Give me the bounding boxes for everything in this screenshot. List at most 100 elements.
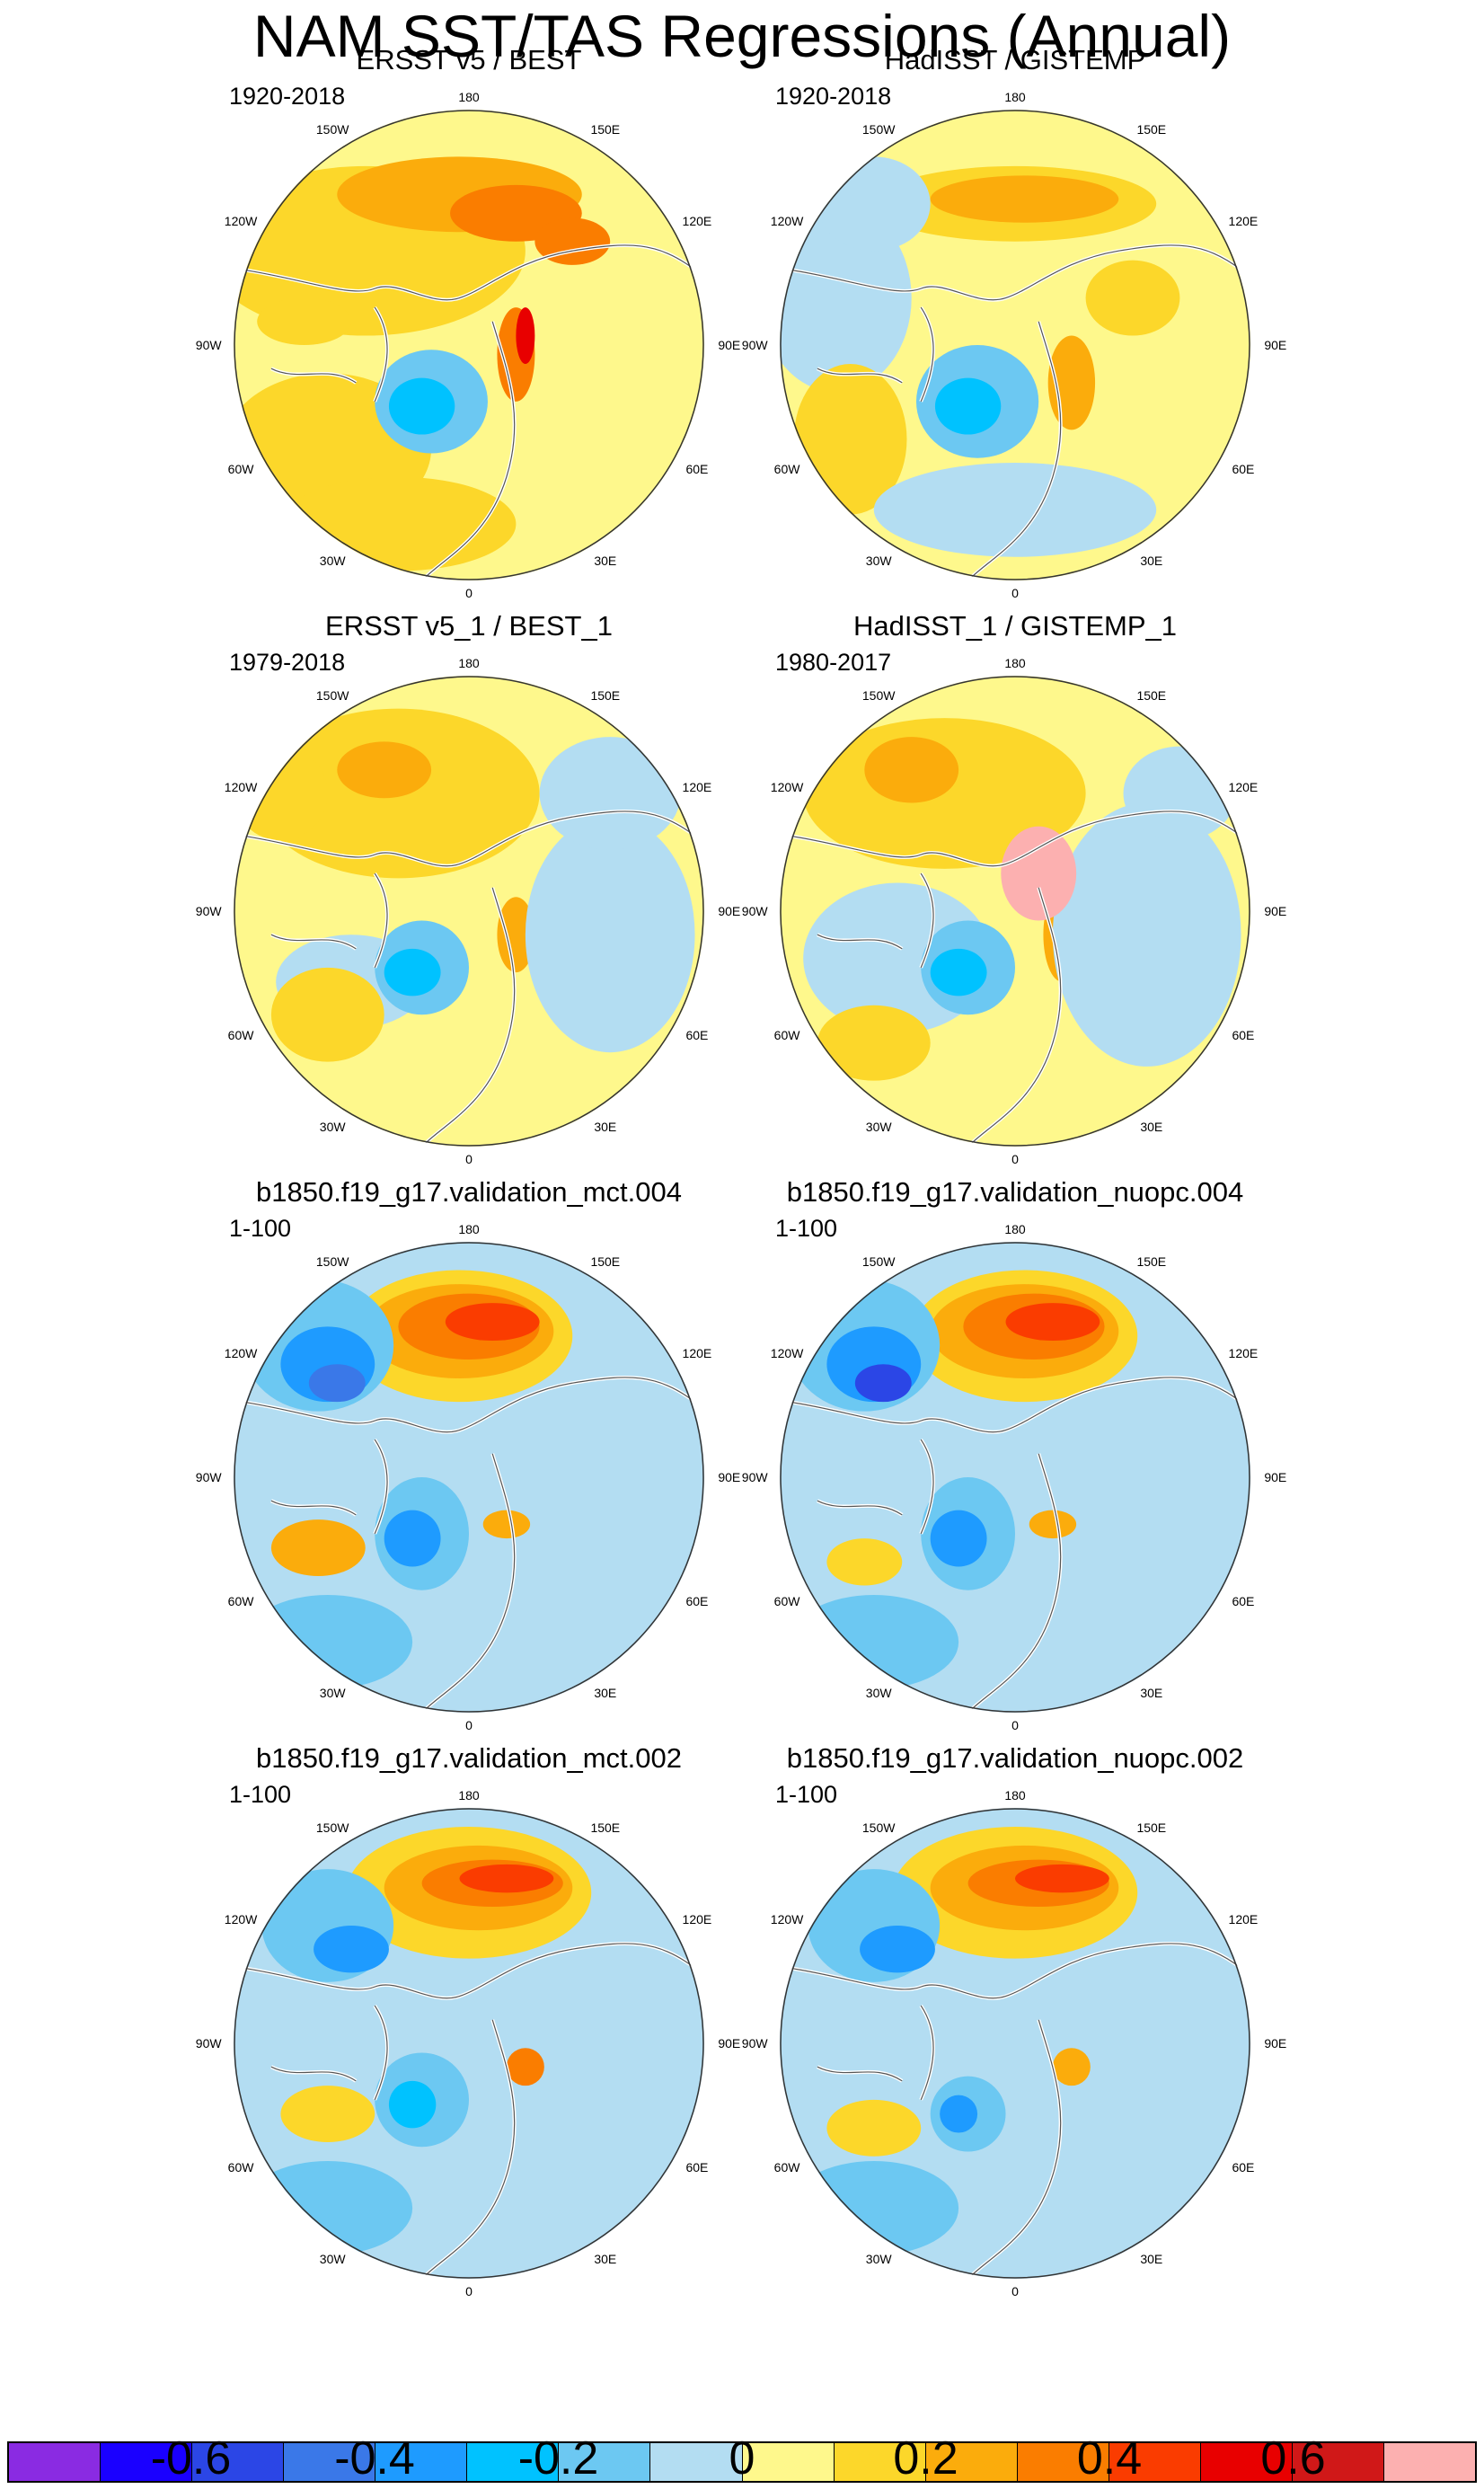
colorbar bbox=[7, 2441, 1477, 2483]
longitude-label: 30W bbox=[865, 1686, 892, 1701]
contour-region bbox=[243, 1595, 413, 1689]
longitude-label: 0 bbox=[465, 1718, 473, 1732]
panel-period: 1920-2018 bbox=[775, 83, 892, 110]
contour-region bbox=[388, 2080, 437, 2129]
longitude-label: 120E bbox=[682, 1912, 712, 1927]
coastline bbox=[243, 244, 695, 580]
map-boundary bbox=[780, 676, 1250, 1147]
contour-region bbox=[1029, 1510, 1077, 1539]
colorbar-swatch bbox=[284, 2443, 376, 2481]
contour-region bbox=[539, 737, 681, 850]
contour-region bbox=[243, 2161, 413, 2255]
contour-region bbox=[1005, 1303, 1100, 1342]
longitude-label: 60W bbox=[227, 1594, 254, 1608]
colorbar-swatch bbox=[9, 2443, 102, 2481]
longitude-label: 150W bbox=[861, 1820, 896, 1835]
longitude-label: 120E bbox=[682, 780, 712, 794]
colorbar-tick-label: 0.4 bbox=[1076, 2432, 1143, 2485]
longitude-label: 60W bbox=[227, 2160, 254, 2175]
polar-map bbox=[234, 676, 704, 1147]
longitude-label: 30W bbox=[319, 2252, 346, 2267]
longitude-label: 30E bbox=[594, 1686, 617, 1701]
longitude-label: 30E bbox=[1140, 1120, 1163, 1135]
colorbar-swatch bbox=[1109, 2443, 1201, 2481]
map-boundary bbox=[780, 110, 1250, 580]
longitude-label: 0 bbox=[465, 2284, 473, 2299]
contour-region bbox=[934, 377, 1002, 435]
contour-region bbox=[826, 1538, 903, 1586]
panel-period: 1979-2018 bbox=[229, 649, 346, 676]
panel-period: 1-100 bbox=[229, 1781, 292, 1808]
longitude-label: 90W bbox=[741, 904, 768, 918]
longitude-label: 0 bbox=[1011, 1718, 1019, 1732]
longitude-label: 90W bbox=[195, 904, 222, 918]
contour-region bbox=[445, 1303, 540, 1342]
colorbar-swatch bbox=[925, 2443, 1018, 2481]
contour-region bbox=[497, 897, 535, 973]
longitude-label: 90W bbox=[741, 1470, 768, 1484]
longitude-label: 120W bbox=[224, 1912, 258, 1927]
panel-title: HadISST / GISTEMP bbox=[884, 44, 1146, 75]
longitude-label: 120E bbox=[1228, 1912, 1259, 1927]
polar-map bbox=[234, 110, 704, 580]
contour-region bbox=[1123, 746, 1237, 841]
contour-region bbox=[1015, 1864, 1109, 1893]
colorbar-swatch bbox=[375, 2443, 468, 2481]
longitude-label: 30W bbox=[319, 1686, 346, 1701]
colorbar-swatch bbox=[559, 2443, 651, 2481]
colorbar-tick-label: 0.2 bbox=[893, 2432, 958, 2485]
map-boundary bbox=[234, 676, 704, 1147]
map-boundary bbox=[234, 1808, 704, 2279]
colorbar-swatch bbox=[834, 2443, 926, 2481]
contour-region bbox=[388, 377, 455, 435]
colorbar-swatch bbox=[1383, 2443, 1475, 2481]
longitude-label: 30E bbox=[1140, 2252, 1163, 2267]
longitude-label: 90E bbox=[1264, 1470, 1287, 1484]
coastline bbox=[789, 244, 1241, 580]
contour-region bbox=[459, 1864, 554, 1893]
longitude-label: 120E bbox=[1228, 1346, 1259, 1360]
longitude-label: 120W bbox=[770, 1912, 804, 1927]
panel-title: b1850.f19_g17.validation_nuopc.002 bbox=[786, 1742, 1244, 1774]
colorbar-tick-label: -0.6 bbox=[150, 2432, 232, 2485]
longitude-label: 90E bbox=[718, 2036, 741, 2051]
contour-region bbox=[1001, 260, 1077, 336]
longitude-label: 60W bbox=[773, 1028, 800, 1042]
contour-region bbox=[793, 363, 907, 515]
longitude-label: 30W bbox=[865, 1120, 892, 1135]
contour-region bbox=[506, 2048, 544, 2086]
colorbar-swatch bbox=[1017, 2443, 1109, 2481]
longitude-label: 150E bbox=[1136, 1820, 1167, 1835]
longitude-label: 90E bbox=[1264, 338, 1287, 352]
longitude-label: 180 bbox=[458, 656, 480, 670]
contour-region bbox=[308, 1364, 366, 1403]
panel-title: b1850.f19_g17.validation_mct.004 bbox=[256, 1176, 682, 1208]
contour-region bbox=[384, 1510, 441, 1567]
longitude-label: 180 bbox=[458, 1222, 480, 1236]
longitude-label: 90W bbox=[195, 1470, 222, 1484]
panel-title: b1850.f19_g17.validation_mct.002 bbox=[256, 1742, 682, 1774]
longitude-label: 60W bbox=[227, 462, 254, 476]
coastline bbox=[243, 1943, 695, 2279]
longitude-label: 0 bbox=[1011, 1152, 1019, 1166]
longitude-label: 120E bbox=[682, 1346, 712, 1360]
contour-region bbox=[930, 1510, 987, 1567]
longitude-label: 150W bbox=[315, 1820, 349, 1835]
polar-map bbox=[780, 1242, 1250, 1713]
longitude-label: 150W bbox=[861, 1253, 896, 1269]
longitude-label: 150W bbox=[315, 687, 349, 703]
longitude-label: 180 bbox=[1004, 656, 1026, 670]
contour-region bbox=[384, 948, 441, 996]
map-boundary bbox=[780, 1242, 1250, 1713]
longitude-label: 180 bbox=[1004, 90, 1026, 104]
longitude-label: 150E bbox=[1136, 121, 1167, 137]
contour-region bbox=[337, 741, 432, 799]
longitude-label: 60E bbox=[1232, 2160, 1255, 2175]
contour-region bbox=[826, 2099, 922, 2157]
polar-map bbox=[780, 1808, 1250, 2279]
contour-region bbox=[257, 297, 351, 345]
contour-region bbox=[525, 817, 695, 1053]
longitude-label: 90E bbox=[718, 904, 741, 918]
polar-map bbox=[234, 1242, 704, 1713]
contour-region bbox=[1085, 260, 1180, 336]
